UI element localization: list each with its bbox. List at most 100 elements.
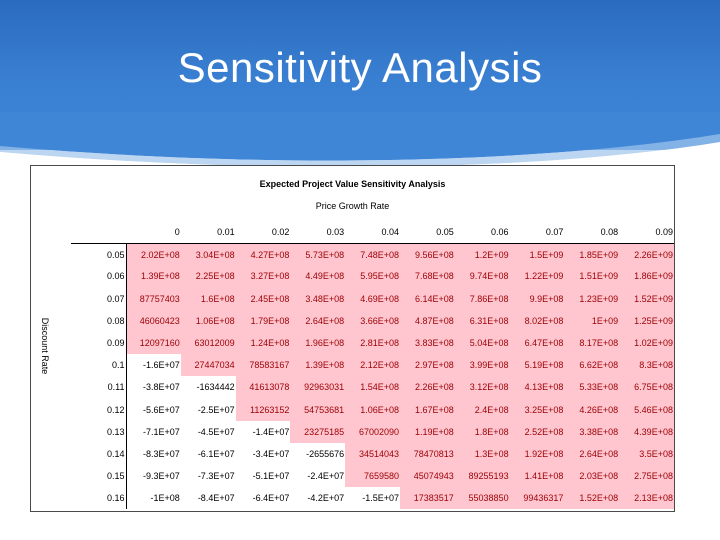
value-cell-positive: 2.45E+08: [235, 287, 291, 310]
value-cell-positive: 2.75E+08: [619, 465, 674, 488]
sensitivity-table-panel: Expected Project Value Sensitivity Analy…: [30, 165, 675, 512]
value-cell-positive: 27447034: [180, 354, 236, 377]
value-cell-positive: 8.3E+08: [619, 354, 674, 377]
table-row: 0.12 -5.6E+07 -2.5E+07 11263152 54753681 1.06…: [71, 398, 674, 421]
value-cell-positive: 9.74E+08: [454, 265, 510, 288]
value-cell-negative: -7.1E+07: [143, 426, 180, 437]
value-cell-positive: 1.67E+08: [399, 398, 455, 421]
value-cell-positive: 3.04E+08: [180, 243, 236, 266]
value-cell-positive: 1.86E+09: [619, 265, 674, 288]
column-header-cell: 0.01: [180, 221, 236, 244]
value-cell-positive: 9.56E+08: [399, 243, 455, 266]
value-cell-positive: 4.27E+08: [235, 243, 291, 266]
value-cell-positive: 78470813: [399, 442, 455, 466]
value-cell-negative: -1.6E+07: [143, 360, 180, 371]
value-cell-positive: 2.02E+08: [126, 243, 181, 266]
value-cell-positive: 7.68E+08: [399, 265, 455, 288]
value-cell-positive: 2.03E+08: [564, 465, 620, 488]
value-cell-positive: 5.73E+08: [290, 243, 346, 266]
column-header-row: 0 0.01 0.02 0.03 0.04 0.05 0.06 0.07 0.08 0.09: [71, 221, 674, 244]
value-cell-positive: 4.13E+08: [509, 376, 565, 399]
value-cell-positive: 2.4E+08: [454, 398, 510, 421]
value-cell-positive: 5.33E+08: [564, 376, 620, 399]
value-cell-positive: 4.39E+08: [619, 420, 674, 443]
corner-cell: [71, 221, 126, 244]
value-cell-positive: 3.38E+08: [564, 420, 620, 443]
value-cell-positive: 2.25E+08: [180, 265, 236, 288]
table-row: 0.08 46060423 1.06E+08 1.79E+08 2.64E+08 3.66…: [71, 309, 674, 332]
value-cell-positive: 67002090: [345, 420, 400, 443]
value-cell-negative: -1634442: [196, 382, 235, 393]
value-cell-positive: 78583167: [235, 354, 291, 377]
value-cell-positive: 1.92E+08: [509, 442, 565, 466]
value-cell-negative: -4.2E+07: [307, 493, 345, 504]
value-cell-positive: 55038850: [454, 487, 510, 510]
value-cell-positive: 17383517: [399, 487, 455, 510]
value-cell-negative: -3.8E+07: [143, 382, 180, 393]
value-cell-negative: -8.3E+07: [143, 448, 180, 459]
value-cell-positive: 7659580: [345, 465, 400, 488]
value-cell-positive: 1.06E+08: [180, 309, 236, 332]
value-cell-positive: 2.12E+08: [345, 354, 400, 377]
value-cell-positive: 11263152: [235, 398, 291, 421]
value-cell-negative: -3.4E+07: [252, 448, 290, 459]
row-header-cell: 0.09: [71, 331, 127, 355]
value-cell-positive: 3.66E+08: [345, 309, 400, 332]
value-cell-positive: 6.31E+08: [454, 309, 510, 332]
column-header-cell: 0: [126, 221, 181, 244]
value-cell-positive: 1.6E+08: [180, 287, 236, 310]
value-cell-positive: 1.02E+09: [619, 331, 674, 355]
value-cell-positive: 1.54E+08: [345, 376, 400, 399]
value-cell-positive: 1.41E+08: [509, 465, 565, 488]
value-cell-positive: 1.51E+09: [564, 265, 620, 288]
value-cell-negative: -2655676: [306, 448, 345, 459]
table-row: 0.06 1.39E+08 2.25E+08 3.27E+08 4.49E+08 5.95…: [71, 265, 674, 288]
column-header-cell: 0.07: [509, 221, 565, 244]
value-cell-positive: 9.9E+08: [509, 287, 565, 310]
table-row: 0.14 -8.3E+07 -6.1E+07 -3.4E+07 -2655676 3451…: [71, 442, 674, 466]
value-cell-negative: -8.4E+07: [197, 493, 235, 504]
value-cell-positive: 1.23E+09: [564, 287, 620, 310]
value-cell-positive: 1.39E+08: [290, 354, 346, 377]
table-title: Expected Project Value Sensitivity Analy…: [259, 179, 446, 189]
value-cell-positive: 8.17E+08: [564, 331, 620, 355]
value-cell-positive: 1.06E+08: [345, 398, 400, 421]
sensitivity-grid: 0 0.01 0.02 0.03 0.04 0.05 0.06 0.07 0.08 0.09 0.0…: [71, 221, 674, 510]
row-header-cell: 0.08: [71, 309, 127, 332]
value-cell-negative: -1.5E+07: [362, 493, 399, 504]
value-cell-positive: 1.85E+09: [564, 243, 620, 266]
value-cell-positive: 4.49E+08: [290, 265, 346, 288]
value-cell-negative: -2.5E+07: [197, 404, 235, 415]
value-cell-positive: 6.75E+08: [619, 376, 674, 399]
value-cell-positive: 4.26E+08: [564, 398, 620, 421]
value-cell-positive: 2.64E+08: [564, 442, 620, 466]
value-cell-positive: 23275185: [290, 420, 346, 443]
value-cell-positive: 5.19E+08: [509, 354, 565, 377]
value-cell-positive: 1.79E+08: [235, 309, 291, 332]
value-cell-positive: 2.52E+08: [509, 420, 565, 443]
column-header-cell: 0.04: [345, 221, 400, 244]
value-cell-positive: 46060423: [126, 309, 181, 332]
value-cell-positive: 1.96E+08: [290, 331, 346, 355]
value-cell-positive: 1.3E+08: [454, 442, 510, 466]
row-header-cell: 0.12: [71, 398, 127, 421]
column-header-cell: 0.09: [619, 221, 674, 244]
value-cell-positive: 1.2E+09: [454, 243, 510, 266]
value-cell-positive: 1.24E+08: [235, 331, 291, 355]
row-header-cell: 0.15: [71, 465, 127, 488]
value-cell-positive: 4.69E+08: [345, 287, 400, 310]
value-cell-positive: 34514043: [345, 442, 400, 466]
value-cell-positive: 1.52E+09: [619, 287, 674, 310]
value-cell-positive: 5.46E+08: [619, 398, 674, 421]
value-cell-positive: 4.87E+08: [399, 309, 455, 332]
value-cell-positive: 7.48E+08: [345, 243, 400, 266]
value-cell-positive: 87757403: [126, 287, 181, 310]
table-row: 0.16 -1E+08 -8.4E+07 -6.4E+07 -4.2E+07 -1.5E+…: [71, 487, 674, 510]
value-cell-positive: 8.02E+08: [509, 309, 565, 332]
value-cell-positive: 1.5E+09: [509, 243, 565, 266]
value-cell-negative: -7.3E+07: [197, 471, 235, 482]
value-cell-positive: 41613078: [235, 376, 291, 399]
value-cell-positive: 54753681: [290, 398, 346, 421]
header-wave-decoration: [0, 112, 720, 172]
row-header-cell: 0.05: [71, 243, 127, 266]
